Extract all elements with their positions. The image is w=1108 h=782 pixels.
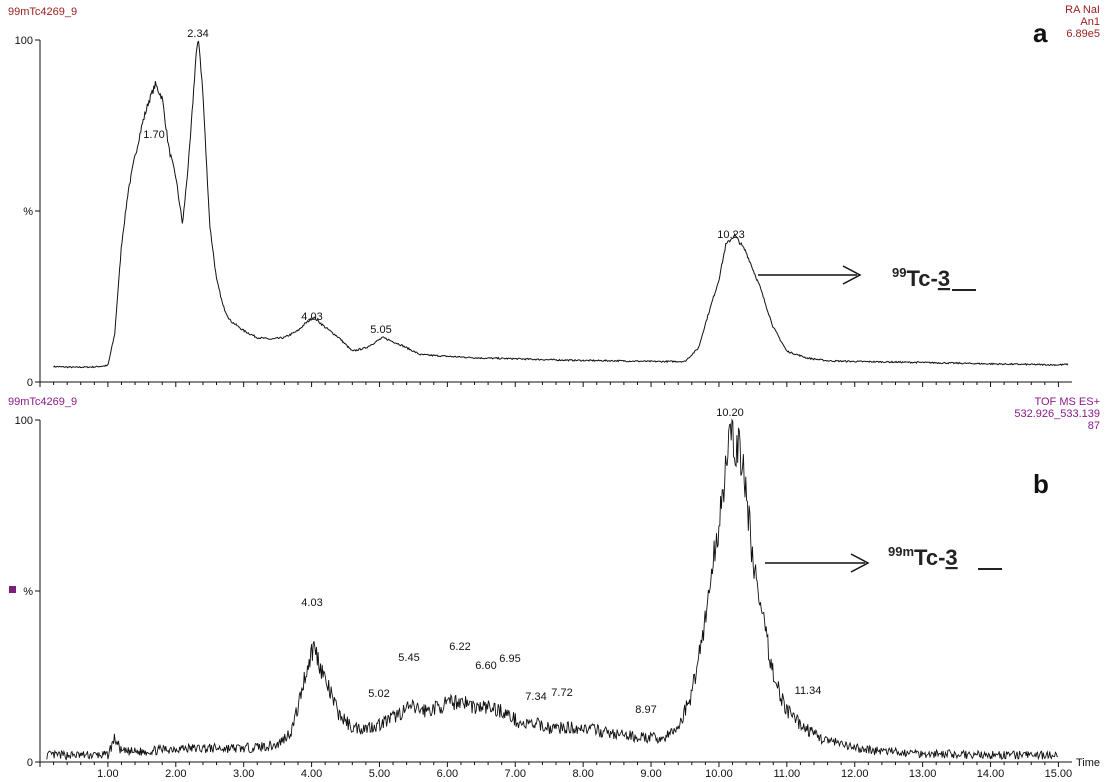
x-tick-label: 13.00 — [909, 768, 937, 780]
panel-a-x-minor-ticks — [39, 382, 1059, 387]
panel-a-peak-label: 5.05 — [370, 324, 391, 336]
panel-b-peak-label: 5.02 — [368, 688, 389, 700]
panel-b-peak-label: 6.95 — [499, 653, 520, 665]
panel-a-header-right-line1: RA NaI — [1065, 4, 1100, 16]
panel-b-peak-label: 6.22 — [449, 641, 470, 653]
panel-b-x-tick-labels: 1.00 2.00 3.00 4.00 5.00 6.00 7.00 8.00 9.00 10.0… — [97, 768, 1072, 780]
panel-b-compound-superscript: 99m — [888, 544, 914, 559]
panel-a-compound-superscript: 99 — [892, 265, 906, 280]
panel-a-compound-prefix: Tc- — [906, 266, 937, 291]
panel-a-ytick-label-100: 100 — [15, 35, 33, 47]
panel-a-compound-number: 3 — [938, 266, 950, 291]
panel-a-peak-label: 10.23 — [717, 229, 745, 241]
panel-b-ytick-label-0: 0 — [27, 757, 33, 769]
x-tick-label: 15.00 — [1045, 768, 1073, 780]
x-tick-label: 7.00 — [505, 768, 526, 780]
panel-b-ytick-label-percent: % — [23, 586, 33, 598]
panel-a-peak-label: 2.34 — [187, 28, 208, 40]
panel-a-peak-label: 4.03 — [301, 311, 322, 323]
panel-b-header-right-line3: 87 — [1088, 420, 1100, 432]
panel-a-header-left: 99mTc4269_9 — [8, 6, 77, 18]
panel-b-peak-label: 5.45 — [398, 652, 419, 664]
panel-a-compound-label: 99Tc-3 — [892, 265, 950, 291]
panel-b-header-right-line2: 532.926_533.139 — [1014, 408, 1100, 420]
panel-b-peak-label: 6.60 — [475, 660, 496, 672]
panel-b-x-ticks — [39, 762, 1059, 767]
panel-b-compound-prefix: Tc- — [914, 545, 945, 570]
x-tick-label: 12.00 — [841, 768, 869, 780]
panel-a-peak-label: 1.70 — [143, 129, 164, 141]
panel-b-trace-line — [46, 418, 1059, 761]
panel-a-letter: a — [1033, 18, 1048, 48]
panel-b-annotation-arrowhead — [850, 553, 870, 573]
panel-b: 99mTc4269_9 TOF MS ES+ 532.926_533.139 8… — [8, 396, 1100, 780]
x-tick-label: 14.00 — [977, 768, 1005, 780]
panel-b-header-left: 99mTc4269_9 — [8, 396, 77, 408]
panel-b-ytick-label-100: 100 — [15, 415, 33, 427]
panel-a-header-right-line2: An1 — [1080, 16, 1100, 28]
panel-a-header-right-line3: 6.89e5 — [1066, 28, 1100, 40]
x-tick-label: 10.00 — [705, 768, 733, 780]
panel-b-letter: b — [1033, 469, 1049, 499]
x-tick-label: 1.00 — [97, 768, 118, 780]
x-tick-label: 5.00 — [369, 768, 390, 780]
panel-a-annotation-arrowhead — [842, 265, 862, 285]
x-tick-label: 8.00 — [572, 768, 593, 780]
panel-b-x-axis-label: Time — [1076, 757, 1100, 769]
x-tick-label: 9.00 — [640, 768, 661, 780]
panel-a-ytick-label-0: 0 — [27, 377, 33, 389]
panel-a-trace-line — [53, 40, 1069, 369]
x-tick-label: 3.00 — [233, 768, 254, 780]
panel-b-marker-square — [9, 586, 16, 593]
panel-b-peak-label: 4.03 — [301, 597, 322, 609]
panel-b-compound-number: 3 — [945, 545, 957, 570]
x-tick-label: 2.00 — [165, 768, 186, 780]
panel-b-peak-label: 8.97 — [635, 704, 656, 716]
panel-a: 99mTc4269_9 RA NaI An1 6.89e5 100 % 0 1.… — [8, 4, 1100, 389]
panel-a-ytick-label-percent: % — [23, 206, 33, 218]
panel-b-compound-label: 99mTc-3 — [888, 544, 958, 570]
panel-b-peak-label: 7.34 — [525, 691, 546, 703]
panel-b-peak-label: 7.72 — [551, 687, 572, 699]
x-tick-label: 11.00 — [773, 768, 800, 780]
panel-b-peak-label: 10.20 — [716, 407, 744, 419]
panel-b-header-right-line1: TOF MS ES+ — [1034, 396, 1100, 408]
panel-b-peak-label: 11.34 — [795, 685, 822, 697]
x-tick-label: 4.00 — [301, 768, 322, 780]
x-tick-label: 6.00 — [437, 768, 458, 780]
